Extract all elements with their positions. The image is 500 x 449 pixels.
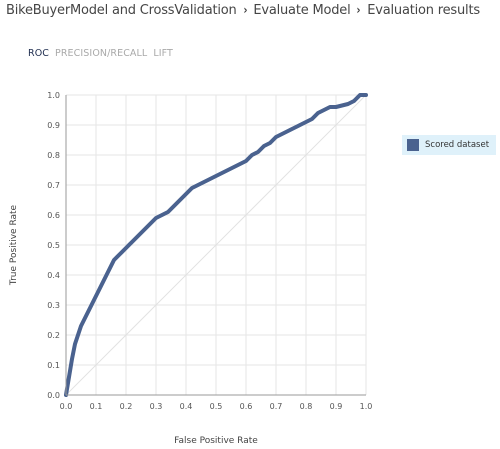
series-line-0	[64, 93, 368, 397]
y-tick-label: 0.8	[47, 151, 60, 160]
y-axis-title: True Positive Rate	[9, 204, 19, 286]
x-tick-label: 0.5	[210, 402, 223, 411]
y-tick-label: 0.2	[47, 331, 60, 340]
y-tick-label: 0.6	[47, 211, 60, 220]
chevron-right-icon: ›	[356, 3, 361, 17]
x-tick-label: 0.9	[330, 402, 343, 411]
tick-labels: 0.0 0.1 0.2 0.3 0.4 0.5 0.6 0.7 0.8 0.9 1.0 0.0 0.1 0…	[47, 91, 372, 411]
series-layer	[64, 93, 368, 397]
grid	[65, 94, 367, 396]
x-tick-label: 0.2	[120, 402, 133, 411]
y-tick-label: 0.0	[47, 391, 60, 400]
breadcrumb-item-module[interactable]: Evaluate Model	[253, 2, 351, 18]
y-tick-label: 0.3	[47, 301, 60, 310]
x-tick-label: 0.1	[90, 402, 103, 411]
x-tick-label: 0.6	[240, 402, 253, 411]
tab-lift[interactable]: LIFT	[153, 48, 173, 59]
x-tick-label: 0.4	[180, 402, 193, 411]
y-tick-label: 0.4	[47, 271, 60, 280]
tab-roc[interactable]: ROC	[28, 48, 50, 59]
x-tick-label: 0.7	[270, 402, 283, 411]
y-tick-label: 0.1	[47, 361, 60, 370]
axes	[65, 95, 366, 396]
breadcrumb: BikeBuyerModel and CrossValidation › Eva…	[6, 0, 480, 20]
y-tick-label: 0.7	[47, 181, 60, 190]
x-tick-label: 0.0	[60, 402, 73, 411]
y-tick-label: 0.9	[47, 121, 60, 130]
legend-item-scored-dataset[interactable]: Scored dataset	[402, 135, 496, 155]
y-tick-label: 1.0	[47, 91, 60, 100]
breadcrumb-item-experiment[interactable]: BikeBuyerModel and CrossValidation	[6, 2, 237, 18]
legend-label: Scored dataset	[425, 140, 490, 150]
tab-precision-recall[interactable]: PRECISION/RECALL	[55, 48, 148, 59]
reference-diagonal	[65, 94, 367, 396]
x-tick-label: 1.0	[360, 402, 373, 411]
y-tick-label: 0.5	[47, 241, 60, 250]
reference-diagonal-line	[65, 94, 367, 396]
x-tick-label: 0.3	[150, 402, 163, 411]
legend-swatch	[407, 139, 419, 151]
x-axis-title: False Positive Rate	[174, 436, 258, 446]
x-tick-label: 0.8	[300, 402, 313, 411]
breadcrumb-item-current: Evaluation results	[367, 2, 480, 18]
chevron-right-icon: ›	[243, 3, 247, 17]
chart-tabs: ROC PRECISION/RECALL LIFT	[28, 48, 173, 59]
